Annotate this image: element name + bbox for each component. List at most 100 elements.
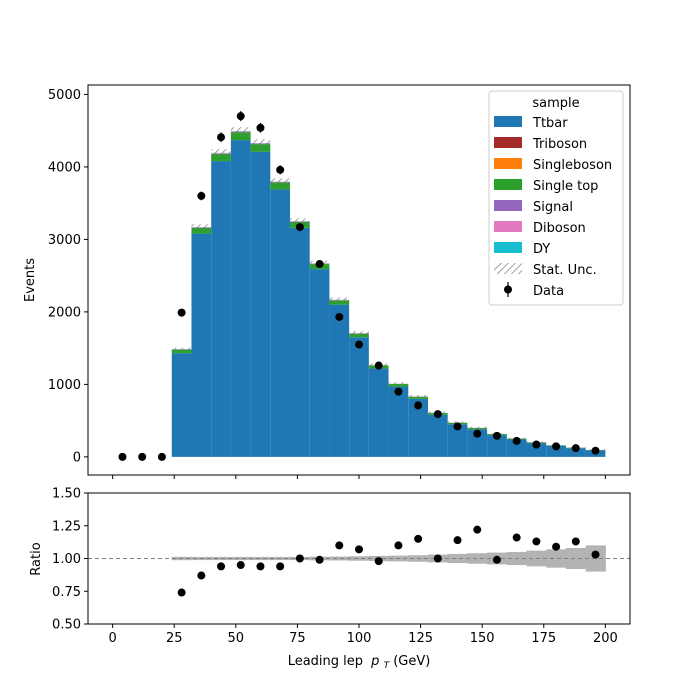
ratio-point (453, 536, 462, 545)
x-tick-label: 50 (228, 631, 245, 646)
x-tick-label: 125 (408, 631, 433, 646)
ratio-plot-panel: 0.50 0.75 1.00 1.25 1.50 0 25 50 75 100 125 150 175… (29, 487, 631, 671)
legend-label: Single top (533, 179, 598, 194)
x-tick-label: 0 (108, 631, 116, 646)
data-point (473, 429, 482, 438)
data-point (276, 165, 285, 174)
y-tick-label: 0 (73, 450, 81, 465)
data-point (177, 308, 186, 317)
stat-unc-bin (388, 382, 409, 386)
legend-label: Signal (533, 200, 573, 215)
ratio-point (414, 534, 423, 543)
stat-unc-bin (408, 394, 428, 398)
data-point (157, 452, 166, 461)
bar-ttbar (546, 446, 566, 457)
bar-ttbar (506, 439, 527, 457)
bar-ttbar (270, 189, 291, 457)
legend-swatch-ttbar (494, 116, 522, 127)
x-axis-label-sub: T (384, 661, 391, 671)
legend-swatch-triboson (494, 137, 522, 148)
stat-unc-bin (211, 149, 231, 157)
ratio-point (512, 533, 521, 542)
main-x-ticks (112, 475, 606, 479)
legend-label: Triboson (532, 137, 587, 152)
data-point (552, 442, 561, 451)
x-tick-label: 75 (289, 631, 306, 646)
ratio-point (591, 550, 600, 559)
ratio-y-tick-label: 1.00 (52, 552, 81, 567)
ratio-point (236, 561, 245, 570)
data-point (315, 260, 324, 269)
ratio-point (571, 537, 580, 546)
data-point (571, 444, 580, 453)
ratio-point (256, 562, 265, 571)
stat-unc-bin (349, 331, 369, 336)
data-point (453, 422, 462, 431)
ratio-band-bin (349, 556, 370, 561)
stat-unc-bin (467, 426, 488, 429)
bar-ttbar (191, 233, 212, 457)
x-tick-label: 175 (531, 631, 556, 646)
data-point (433, 410, 442, 419)
data-point (236, 112, 245, 121)
legend-title: sample (532, 96, 579, 111)
legend-label: Ttbar (532, 116, 568, 131)
x-tick-label: 100 (347, 631, 372, 646)
data-point (492, 431, 501, 440)
x-axis-label-text: Leading lep (288, 654, 363, 669)
legend-label: DY (533, 242, 550, 257)
legend-label: Diboson (533, 221, 586, 236)
legend-swatch-dy (494, 242, 522, 253)
legend-swatch-signal (494, 200, 522, 211)
ratio-point (355, 545, 363, 554)
data-point (414, 401, 423, 410)
ratio-band-bin (250, 556, 271, 561)
legend-swatch-diboson (494, 221, 522, 232)
y-tick-label: 1000 (48, 378, 81, 393)
stacked-histogram (171, 131, 606, 457)
legend: sample Ttbar Triboson Singleboson Single to… (488, 90, 624, 306)
ratio-point (335, 541, 344, 550)
ratio-point (177, 588, 186, 597)
ratio-band-bin (546, 549, 567, 568)
data-point (374, 361, 383, 370)
main-y-axis: 0 1000 2000 3000 4000 5000 (48, 88, 88, 465)
bar-ttbar (171, 353, 192, 457)
ratio-point (433, 554, 442, 563)
bar-ttbar (230, 140, 251, 457)
ratio-band-bin (447, 553, 468, 564)
legend-swatch-singleboson (494, 158, 522, 169)
legend-box (488, 90, 624, 306)
ratio-point (217, 562, 226, 571)
ratio-y-tick-label: 0.50 (52, 618, 81, 633)
bar-ttbar (447, 424, 468, 457)
y-axis-label-ratio: Ratio (29, 542, 44, 575)
ratio-band-bin (467, 553, 488, 564)
ratio-point (315, 555, 324, 564)
data-point (217, 133, 226, 142)
data-point (335, 312, 344, 321)
data-point (295, 223, 304, 232)
bar-ttbar (388, 386, 409, 457)
bar-single-top (171, 349, 192, 354)
data-point (512, 436, 521, 445)
ratio-y-tick-label: 1.25 (52, 519, 81, 534)
ratio-point (374, 557, 383, 566)
bar-ttbar (427, 414, 448, 457)
data-point (532, 440, 541, 449)
bar-ttbar (349, 337, 369, 457)
x-tick-label: 150 (470, 631, 495, 646)
bar-ttbar (290, 227, 310, 457)
data-point (197, 191, 206, 200)
bar-ttbar (467, 429, 488, 457)
bar-ttbar (211, 161, 231, 457)
y-tick-label: 2000 (48, 305, 81, 320)
x-tick-label: 25 (166, 631, 183, 646)
bar-ttbar (309, 269, 330, 457)
ratio-band-bin (565, 548, 587, 569)
ratio-point (532, 537, 541, 546)
ratio-y-tick-label: 0.75 (52, 585, 81, 600)
bar-single-top (211, 153, 231, 162)
legend-swatch-single-top (494, 179, 522, 190)
stat-unc-bin (329, 297, 350, 303)
